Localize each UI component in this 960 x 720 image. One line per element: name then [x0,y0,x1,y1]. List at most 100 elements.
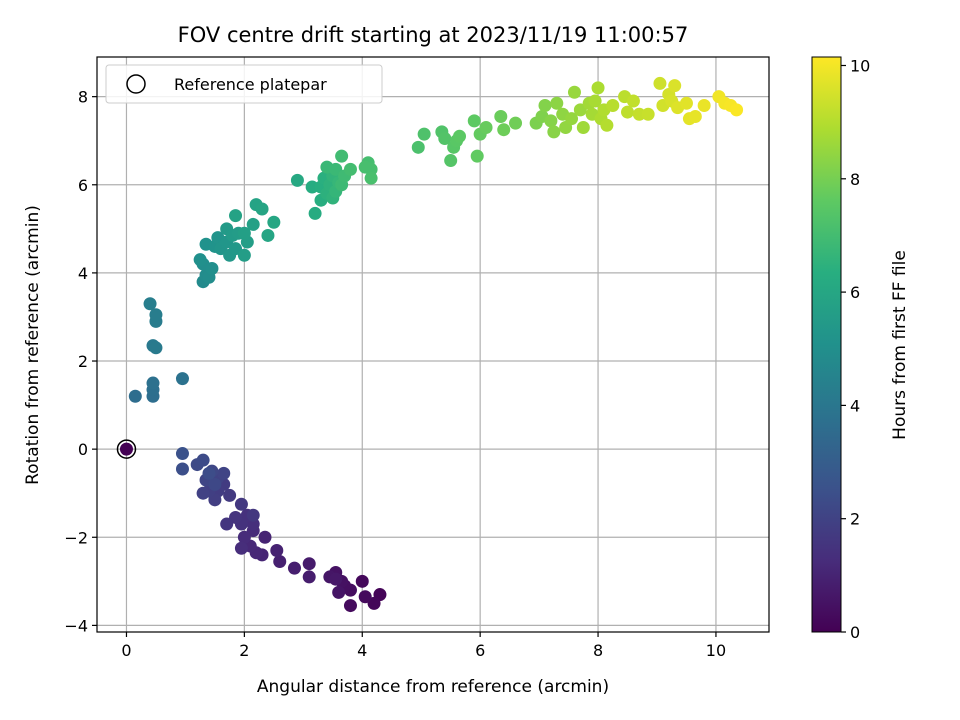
y-tick-label: 4 [78,264,88,283]
data-point [467,114,481,128]
data-point [688,109,702,123]
y-tick-label: 6 [78,176,88,195]
data-point [208,477,222,491]
data-point [237,248,251,262]
data-point [237,226,251,240]
data-point [565,112,579,126]
data-point [367,596,381,610]
x-tick-label: 2 [239,641,249,660]
data-point [229,242,243,256]
y-tick-label: 2 [78,352,88,371]
chart-title: FOV centre drift starting at 2023/11/19 … [178,23,689,47]
data-point [290,173,304,187]
x-tick-label: 6 [475,641,485,660]
data-point [217,466,231,480]
x-axis-ticks: 0 2 4 6 8 10 [121,632,726,660]
data-point [364,171,378,185]
data-point [175,447,189,461]
data-point [143,297,157,311]
data-point [196,486,210,500]
colorbar-tick-label: 6 [850,283,860,302]
legend-entry-reference: Reference platepar [174,75,327,94]
data-point [621,105,635,119]
legend: Reference platepar [105,64,383,104]
data-point [246,508,260,522]
data-point [679,96,693,110]
data-point [538,98,552,112]
data-point [544,114,558,128]
data-point [223,488,237,502]
data-point [202,466,216,480]
y-tick-label: 8 [78,88,88,107]
data-point [730,103,744,117]
data-point [697,98,711,112]
data-point [453,129,467,143]
colorbar-tick-label: 8 [850,170,860,189]
data-point [205,261,219,275]
plot-frame [96,56,770,633]
data-point [329,162,343,176]
x-tick-label: 8 [593,641,603,660]
data-point [329,572,343,586]
data-point [358,160,372,174]
data-point [358,590,372,604]
data-point [128,389,142,403]
legend-reference-marker [126,74,146,94]
data-point [355,574,369,588]
y-axis-ticks: −4 −2 0 2 4 6 8 [64,88,97,635]
y-tick-label: −4 [64,616,88,635]
data-point [417,127,431,141]
colorbar-tick-label: 0 [850,623,860,642]
data-point [149,308,163,322]
colorbar-tick-label: 4 [850,396,860,415]
data-point [588,94,602,108]
data-point [411,140,425,154]
data-point [576,120,590,134]
data-point [550,96,564,110]
data-point [229,510,243,524]
data-point [641,107,655,121]
data-point [573,103,587,117]
data-point [175,372,189,386]
data-point [229,209,243,223]
data-point [258,530,272,544]
data-point [149,341,163,355]
data-points [119,76,744,613]
data-point [332,585,346,599]
y-axis-label: Rotation from reference (arcmin) [23,205,43,485]
x-tick-label: 0 [121,641,131,660]
data-point [302,557,316,571]
y-tick-label: −2 [64,528,88,547]
x-tick-label: 10 [706,641,726,660]
data-point [626,94,640,108]
data-point [302,570,316,584]
data-point [606,98,620,112]
data-point [591,81,605,95]
data-point [653,76,667,90]
data-point [267,215,281,229]
data-point [175,462,189,476]
reference-marker [116,439,137,459]
data-point [470,149,484,163]
data-point [509,116,523,130]
data-point [497,123,511,137]
data-point [261,228,275,242]
data-point [234,541,248,555]
x-axis-label: Angular distance from reference (arcmin) [257,677,609,697]
data-point [287,561,301,575]
data-point [273,555,287,569]
data-point [193,253,207,267]
data-point [255,202,269,216]
data-point [567,85,581,99]
colorbar-label: Hours from first FF file [890,250,910,440]
data-point [444,154,458,168]
data-point [234,497,248,511]
data-point [237,530,251,544]
y-tick-label: 0 [78,440,88,459]
data-point [479,120,493,134]
data-point [119,442,133,456]
colorbar-tick-label: 2 [850,510,860,529]
data-point [494,109,508,123]
data-point [220,517,234,531]
